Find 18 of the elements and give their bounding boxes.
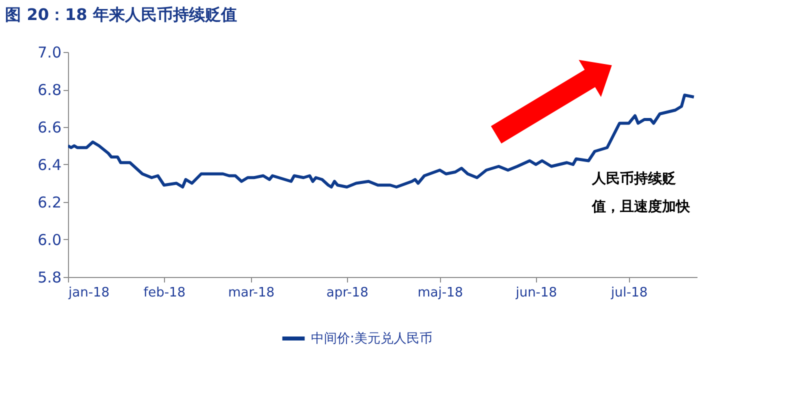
legend-label: 中间价:美元兑人民币 [311, 330, 432, 346]
y-tick-label: 6.4 [38, 156, 62, 174]
y-tick-label: 6.2 [38, 194, 62, 212]
y-tick-label: 7.0 [38, 44, 62, 62]
y-tick-label: 6.6 [38, 118, 62, 136]
y-tick-label: 6.8 [38, 81, 62, 99]
y-tick-label: 5.8 [38, 268, 62, 286]
x-tick-label: apr-18 [326, 286, 368, 300]
annotation: 人民币持续贬值，且速度加快 [591, 170, 691, 215]
y-tick-label: 6.0 [38, 231, 62, 249]
x-tick-label: mar-18 [228, 286, 275, 300]
x-tick-label: jun-18 [514, 286, 558, 300]
x-tick-label: jan-18 [68, 286, 110, 300]
chart-title: 图 20：18 年来人民币持续贬值 [5, 5, 237, 24]
x-tick-label: jul-18 [610, 286, 648, 300]
x-tick-label: feb-18 [144, 286, 186, 300]
x-tick-label: maj-18 [418, 286, 464, 300]
line-series [68, 94, 696, 188]
